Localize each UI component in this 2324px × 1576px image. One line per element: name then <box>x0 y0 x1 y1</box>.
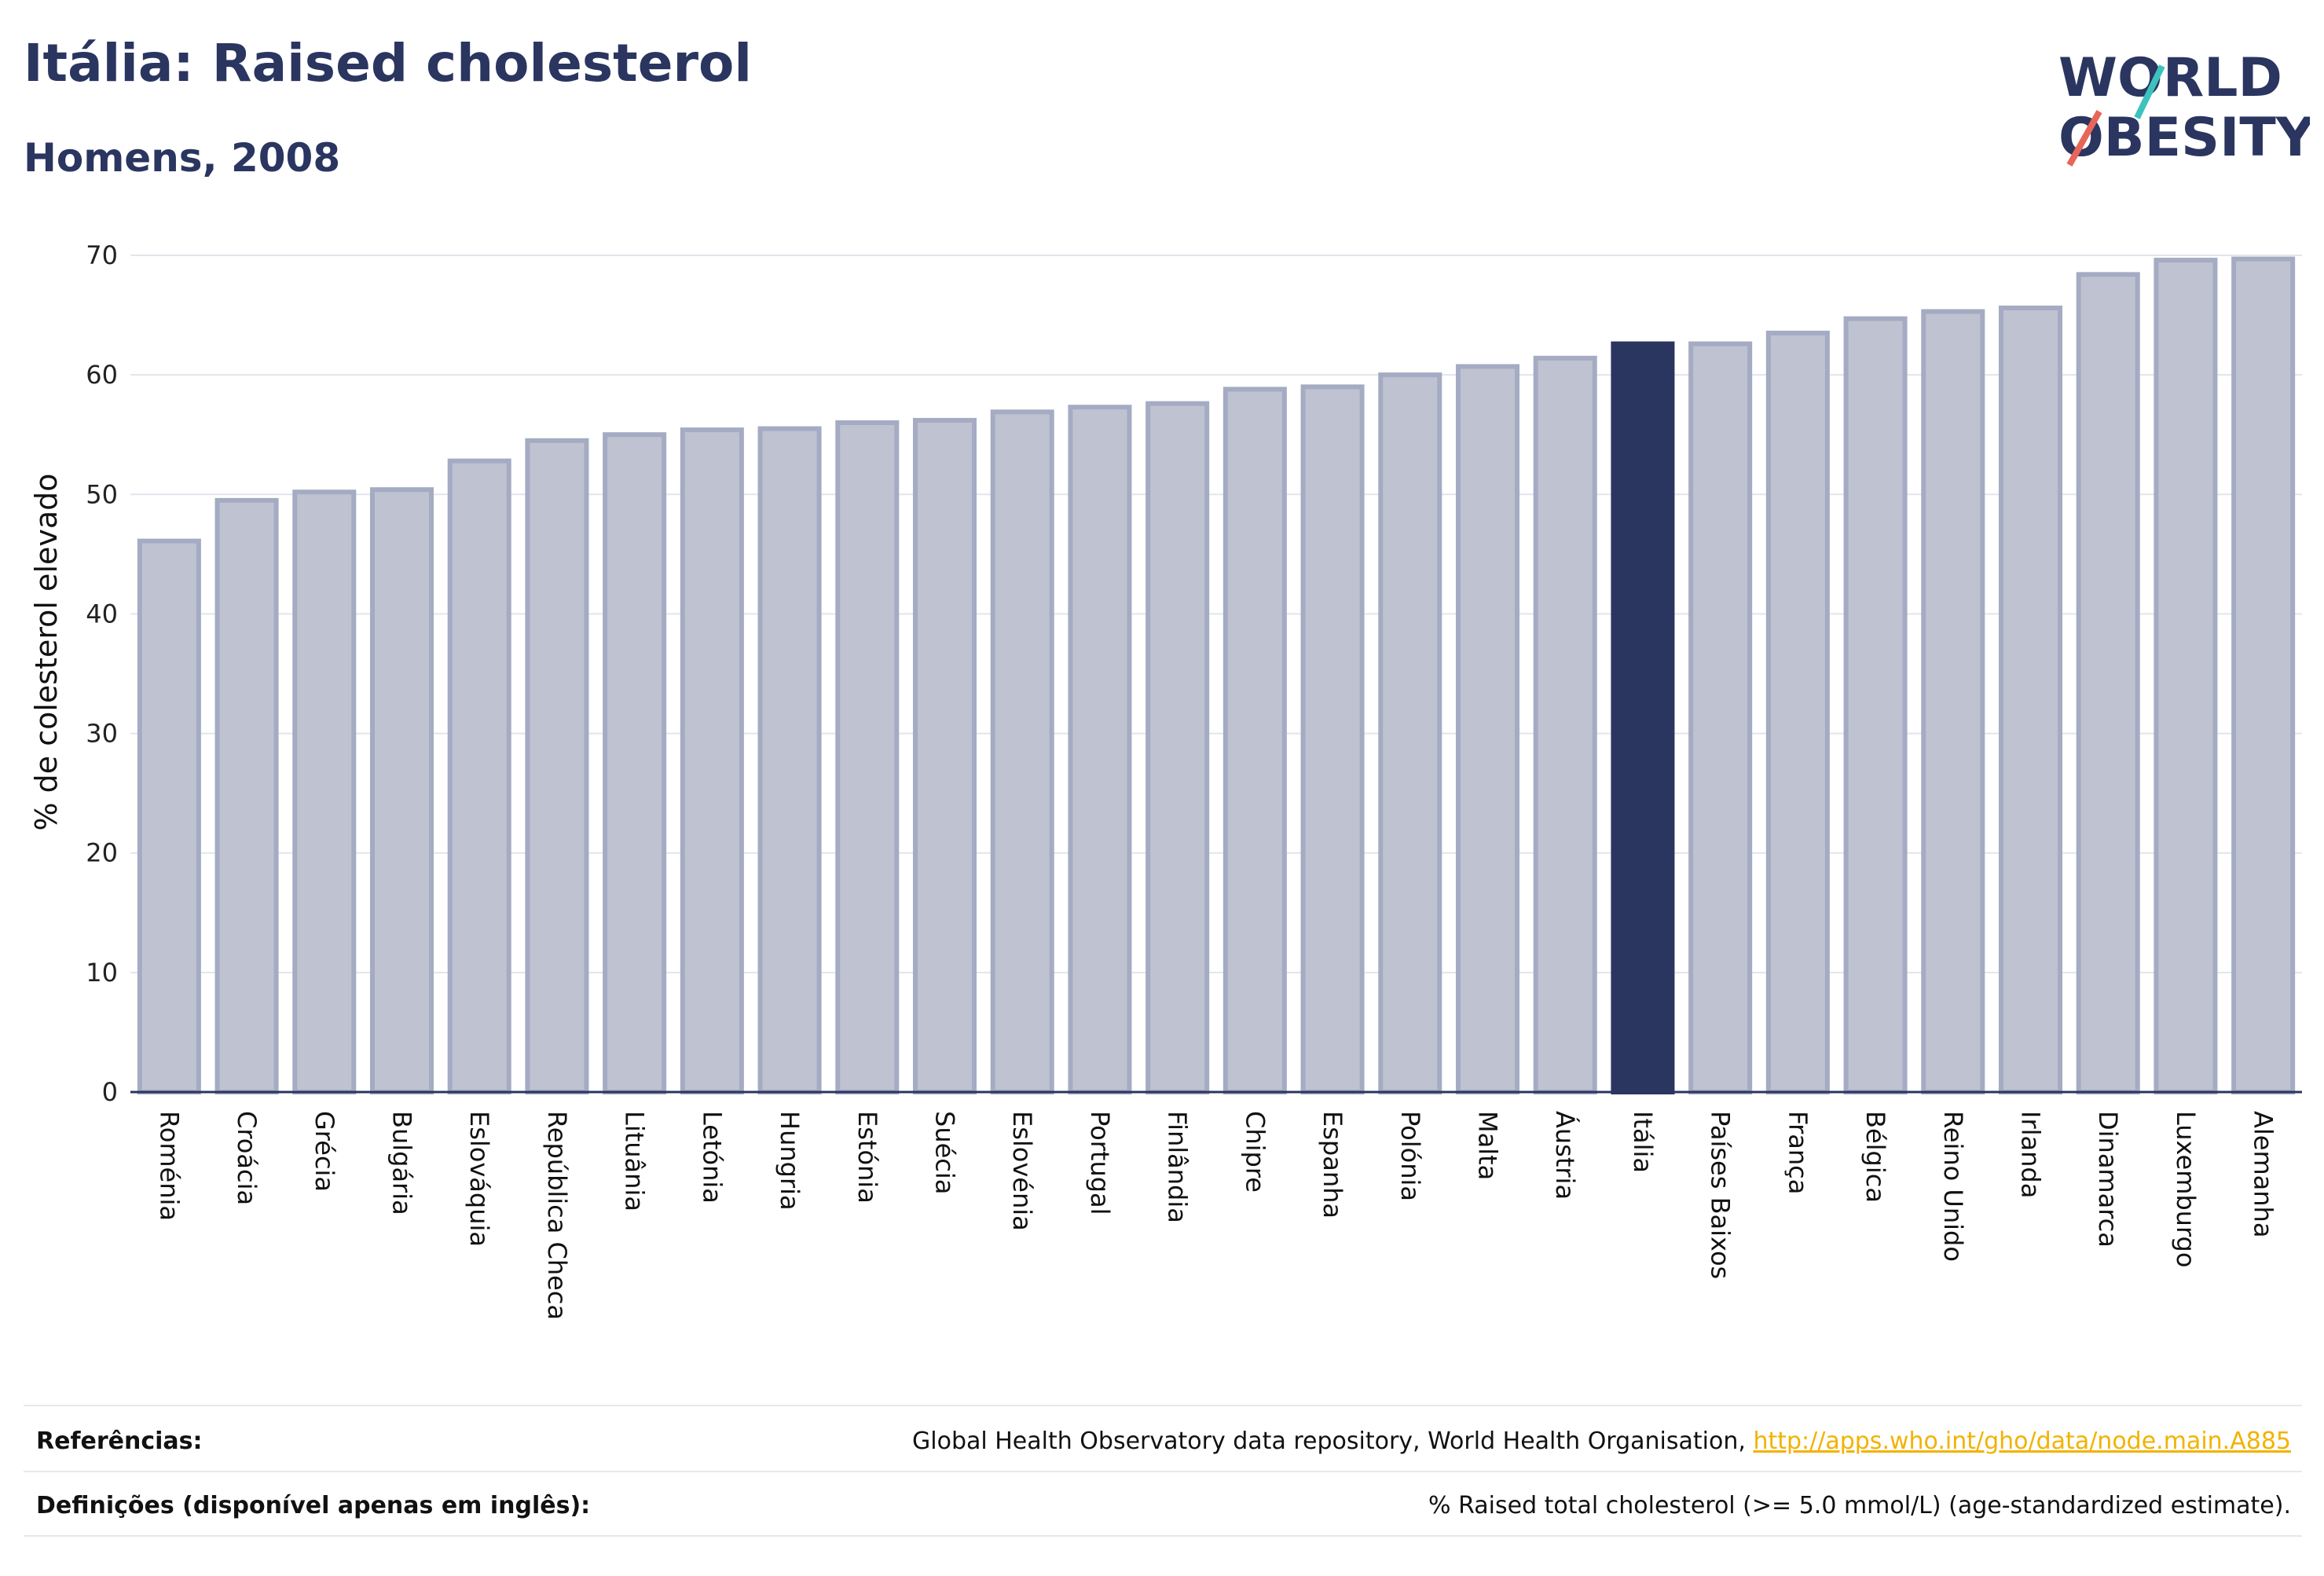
y-tick-label: 40 <box>86 599 118 629</box>
logo-slash-red <box>2066 110 2102 167</box>
x-tick-label: Países Baixos <box>1706 1111 1736 1279</box>
x-tick-label: Espanha <box>1318 1111 1347 1219</box>
bar[interactable] <box>1455 364 1520 1094</box>
x-tick-label: Bulgária <box>387 1111 417 1215</box>
bar[interactable] <box>447 458 511 1094</box>
x-tick-label: Lituânia <box>620 1111 650 1211</box>
x-tick-label: Eslováquia <box>464 1111 494 1247</box>
bar[interactable] <box>1688 341 1753 1095</box>
x-tick-label: Dinamarca <box>2093 1111 2123 1248</box>
bar[interactable] <box>525 438 589 1094</box>
bar[interactable] <box>1843 316 1908 1094</box>
bar[interactable] <box>1222 387 1287 1094</box>
x-tick-label: Polónia <box>1395 1111 1425 1201</box>
references-value: Global Health Observatory data repositor… <box>912 1428 2291 1455</box>
logo-word-world: WORLD <box>2058 47 2282 109</box>
x-tick-label: República Checa <box>542 1111 572 1320</box>
x-tick-label: Itália <box>1628 1111 1658 1173</box>
x-tick-label: Luxemburgo <box>2171 1111 2201 1267</box>
x-tick-label: Hungria <box>775 1111 805 1211</box>
bar[interactable] <box>680 427 744 1094</box>
bar[interactable] <box>603 432 667 1094</box>
y-tick-label: 30 <box>86 719 118 749</box>
y-tick-label: 10 <box>86 958 118 988</box>
x-tick-label: Portugal <box>1085 1111 1115 1215</box>
bar[interactable] <box>214 497 279 1094</box>
world-obesity-logo: WORLD OBESITY <box>2058 47 2310 169</box>
x-tick-label: Letónia <box>697 1111 727 1204</box>
bar[interactable] <box>2231 256 2296 1094</box>
references-link[interactable]: http://apps.who.int/gho/data/node.main.A… <box>1753 1427 2291 1455</box>
chart-subtitle: Homens, 2008 <box>24 135 341 181</box>
x-tick-label: França <box>1783 1111 1813 1194</box>
x-tick-label: Croácia <box>232 1111 262 1205</box>
bar-highlighted[interactable] <box>1611 341 1675 1095</box>
y-axis-label: % de colesterol elevado <box>29 473 64 830</box>
bar[interactable] <box>2076 272 2140 1094</box>
logo-slash-teal <box>2134 64 2165 119</box>
x-tick-label: Chipre <box>1240 1111 1270 1193</box>
bar[interactable] <box>1921 309 1985 1094</box>
x-tick-label: Finlândia <box>1163 1111 1193 1223</box>
footer-divider-top <box>24 1405 2302 1406</box>
x-tick-label: Áustria <box>1550 1111 1580 1200</box>
logo-word-obesity: OBESITY <box>2058 107 2310 169</box>
x-tick-label: Alemanha <box>2249 1111 2278 1237</box>
bar[interactable] <box>912 417 977 1094</box>
footer-divider-middle <box>24 1471 2302 1472</box>
y-tick-label: 60 <box>86 360 118 390</box>
references-text: Global Health Observatory data repositor… <box>912 1427 1754 1455</box>
y-tick-label: 70 <box>86 240 118 270</box>
definitions-row: Definições (disponível apenas em inglês)… <box>36 1474 2291 1537</box>
definitions-text: % Raised total cholesterol (>= 5.0 mmol/… <box>1428 1491 2291 1519</box>
y-tick-label: 0 <box>102 1077 118 1107</box>
x-tick-label: Estónia <box>852 1111 882 1204</box>
references-label: Referências: <box>36 1427 203 1455</box>
bar[interactable] <box>1378 372 1442 1094</box>
bar[interactable] <box>757 426 822 1094</box>
x-tick-label: Irlanda <box>2016 1111 2046 1198</box>
y-tick-label: 20 <box>86 838 118 868</box>
x-tick-label: Bélgica <box>1860 1111 1890 1203</box>
bar-chart: 0 10 20 30 40 50 60 70 Roménia Croácia Grécia Bulgá… <box>29 240 2302 1320</box>
definitions-label: Definições (disponível apenas em inglês)… <box>36 1491 591 1519</box>
references-row: Referências: Global Health Observatory d… <box>36 1409 2291 1472</box>
bar[interactable] <box>835 420 900 1094</box>
bar[interactable] <box>1300 384 1365 1095</box>
bar[interactable] <box>990 409 1054 1094</box>
bar[interactable] <box>2154 258 2218 1095</box>
y-tick-label: 50 <box>86 479 118 509</box>
bar[interactable] <box>369 487 434 1094</box>
x-tick-label: Malta <box>1473 1111 1503 1180</box>
bar[interactable] <box>1146 401 1210 1094</box>
axes: 0 10 20 30 40 50 60 70 Roménia Croácia Grécia Bulgá… <box>86 240 2302 1320</box>
x-tick-label: Grécia <box>310 1111 339 1192</box>
x-tick-label: Roménia <box>154 1111 184 1221</box>
bar[interactable] <box>137 538 201 1094</box>
bar[interactable] <box>1533 355 1597 1095</box>
bar[interactable] <box>292 489 357 1094</box>
x-tick-label: Suécia <box>930 1111 960 1194</box>
bar[interactable] <box>1068 405 1132 1094</box>
footer-divider-bottom <box>24 1535 2302 1537</box>
bar[interactable] <box>1998 305 2063 1094</box>
bar[interactable] <box>1765 330 1830 1094</box>
x-tick-label: Reino Unido <box>1938 1111 1968 1262</box>
bars <box>137 256 2296 1095</box>
x-tick-label: Eslovénia <box>1007 1111 1037 1231</box>
chart-title: Itália: Raised cholesterol <box>24 33 752 93</box>
